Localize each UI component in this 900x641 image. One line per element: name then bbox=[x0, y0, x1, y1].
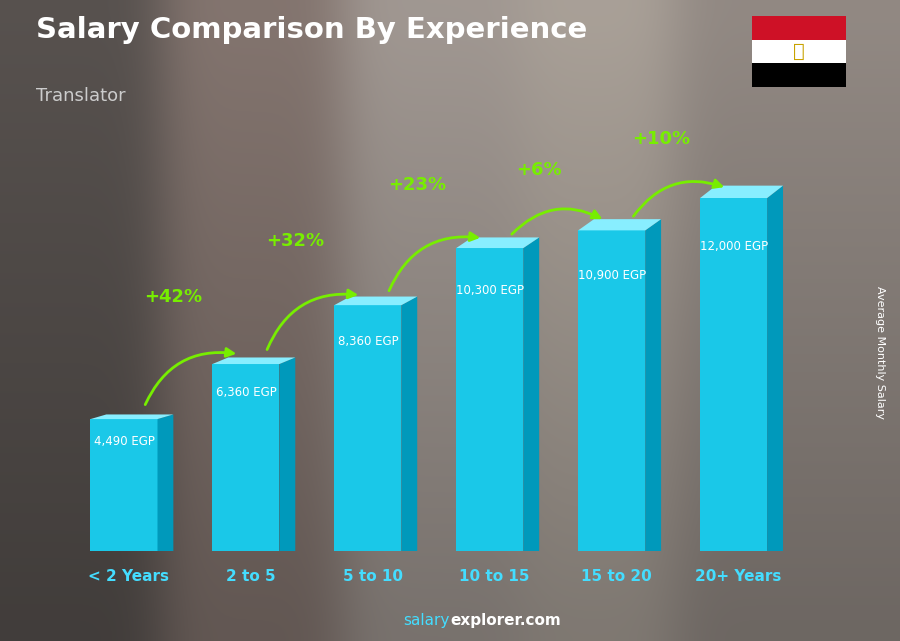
Polygon shape bbox=[700, 186, 783, 198]
Text: 12,000 EGP: 12,000 EGP bbox=[699, 240, 768, 253]
Polygon shape bbox=[90, 415, 174, 419]
Polygon shape bbox=[767, 186, 783, 551]
Text: +32%: +32% bbox=[266, 231, 324, 249]
Polygon shape bbox=[401, 297, 418, 551]
Bar bbox=[700, 198, 767, 551]
Polygon shape bbox=[523, 237, 539, 551]
Text: 10 to 15: 10 to 15 bbox=[459, 569, 530, 584]
Text: 20+ Years: 20+ Years bbox=[695, 569, 781, 584]
Text: 15 to 20: 15 to 20 bbox=[581, 569, 652, 584]
Bar bbox=[334, 305, 401, 551]
Text: +10%: +10% bbox=[632, 130, 690, 148]
Text: explorer.com: explorer.com bbox=[450, 613, 561, 628]
Bar bbox=[212, 364, 279, 551]
Text: Salary Comparison By Experience: Salary Comparison By Experience bbox=[36, 16, 587, 44]
Polygon shape bbox=[279, 358, 295, 551]
Bar bbox=[752, 16, 846, 40]
Bar bbox=[752, 40, 846, 63]
Text: 𓅃: 𓅃 bbox=[793, 42, 805, 61]
Bar bbox=[752, 63, 846, 87]
Bar bbox=[90, 419, 158, 551]
Text: Average Monthly Salary: Average Monthly Salary bbox=[875, 286, 886, 419]
Polygon shape bbox=[212, 358, 295, 364]
Bar bbox=[456, 248, 523, 551]
Text: +6%: +6% bbox=[517, 161, 562, 179]
Text: Translator: Translator bbox=[36, 87, 126, 104]
Text: salary: salary bbox=[403, 613, 450, 628]
Text: 5 to 10: 5 to 10 bbox=[343, 569, 402, 584]
Polygon shape bbox=[645, 219, 662, 551]
Polygon shape bbox=[334, 297, 418, 305]
Text: 2 to 5: 2 to 5 bbox=[226, 569, 275, 584]
Text: < 2 Years: < 2 Years bbox=[88, 569, 169, 584]
Text: 6,360 EGP: 6,360 EGP bbox=[215, 387, 276, 399]
Bar bbox=[578, 230, 645, 551]
Polygon shape bbox=[456, 237, 539, 248]
Text: +42%: +42% bbox=[144, 288, 202, 306]
Text: 10,900 EGP: 10,900 EGP bbox=[578, 269, 646, 282]
Text: 8,360 EGP: 8,360 EGP bbox=[338, 335, 398, 347]
Text: +23%: +23% bbox=[388, 176, 446, 194]
Polygon shape bbox=[578, 219, 662, 230]
Polygon shape bbox=[158, 415, 174, 551]
Text: 10,300 EGP: 10,300 EGP bbox=[455, 285, 524, 297]
Text: 4,490 EGP: 4,490 EGP bbox=[94, 435, 155, 448]
